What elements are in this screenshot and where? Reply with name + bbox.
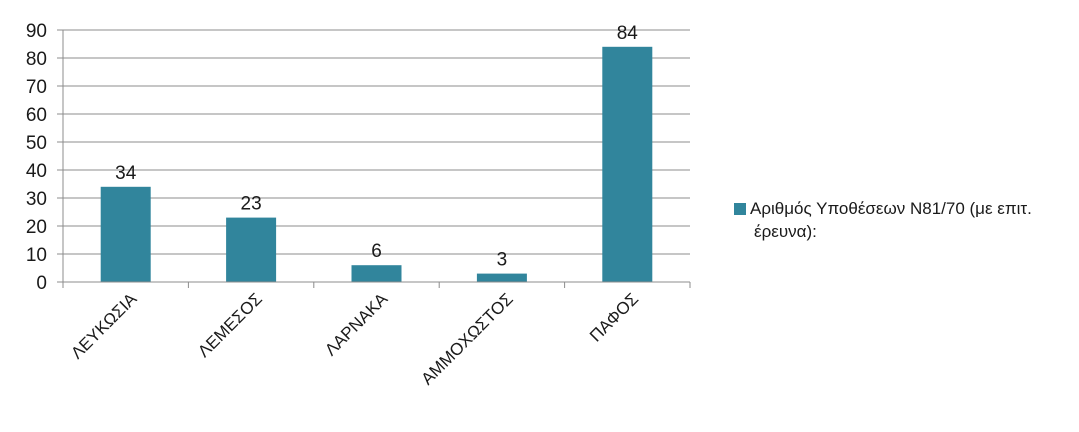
y-tick-label: 60 xyxy=(26,105,47,126)
gridlines xyxy=(57,29,690,283)
y-tick-label: 30 xyxy=(26,189,47,210)
bar xyxy=(226,217,277,282)
x-tick-labels: ΛΕΥΚΩΣΙΑ ΛΕΜΕΣΟΣ ΛΑΡΝΑΚΑ ΑΜΜΟΧΩΣΤΟΣ ΠΑΦΟΣ xyxy=(67,289,642,389)
x-tick-label: ΛΕΥΚΩΣΙΑ xyxy=(67,289,141,363)
y-tick-label: 90 xyxy=(26,21,47,42)
bar xyxy=(476,273,527,282)
y-tick-label: 70 xyxy=(26,77,47,98)
data-labels: 34 23 6 3 84 xyxy=(115,23,638,271)
bar xyxy=(100,186,151,282)
data-label: 34 xyxy=(115,163,137,184)
x-tick-label: ΑΜΜΟΧΩΣΤΟΣ xyxy=(418,289,517,388)
legend: Αριθμός Υποθέσεων Ν81/70 (με επιτ. έρευν… xyxy=(734,197,1074,243)
y-tick-labels: 0 10 20 30 40 50 60 70 80 90 xyxy=(26,21,47,294)
y-tick-label: 10 xyxy=(26,245,47,266)
y-tick-label: 80 xyxy=(26,49,47,70)
data-label: 23 xyxy=(241,194,262,215)
y-tick-label: 40 xyxy=(26,161,47,182)
data-label: 84 xyxy=(617,23,639,44)
data-label: 3 xyxy=(497,250,508,271)
x-tick-label: ΠΑΦΟΣ xyxy=(586,289,642,345)
bar xyxy=(351,265,402,282)
data-label: 6 xyxy=(371,241,382,262)
legend-label: Αριθμός Υποθέσεων Ν81/70 (με επιτ. έρευν… xyxy=(750,199,1032,241)
y-tick-label: 50 xyxy=(26,133,47,154)
legend-swatch xyxy=(734,203,746,215)
axes xyxy=(62,30,691,288)
bar xyxy=(602,46,653,282)
bars xyxy=(100,46,653,282)
x-tick-label: ΛΕΜΕΣΟΣ xyxy=(194,289,266,361)
legend-item: Αριθμός Υποθέσεων Ν81/70 (με επιτ. έρευν… xyxy=(734,197,1074,243)
x-tick-label: ΛΑΡΝΑΚΑ xyxy=(321,289,392,360)
y-tick-label: 0 xyxy=(36,273,47,294)
y-tick-label: 20 xyxy=(26,217,47,238)
